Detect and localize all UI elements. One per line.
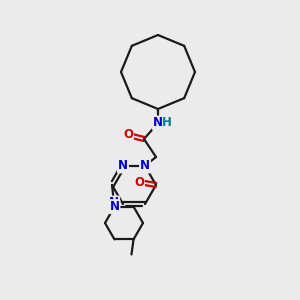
Text: O: O [134, 176, 144, 188]
Text: O: O [123, 128, 133, 142]
Text: N: N [109, 196, 119, 209]
Text: N: N [118, 159, 128, 172]
Text: N: N [153, 116, 163, 130]
Text: N: N [110, 200, 119, 213]
Text: H: H [162, 116, 172, 128]
Text: N: N [140, 159, 150, 172]
